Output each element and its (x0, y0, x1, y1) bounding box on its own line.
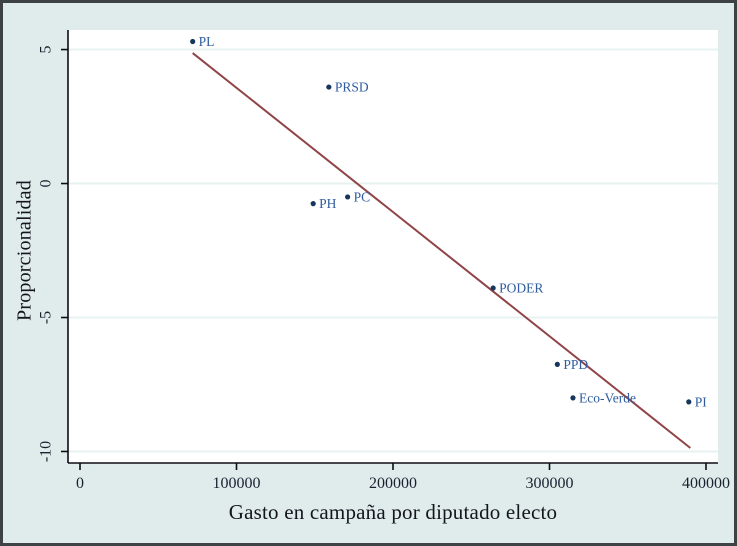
x-tick-label: 400000 (682, 475, 730, 492)
point-label-PODER: PODER (499, 281, 543, 296)
x-tick-label: 0 (76, 475, 84, 492)
data-point-PRSD (326, 84, 332, 90)
data-point-Eco-Verde (570, 395, 576, 401)
point-label-PPD: PPD (563, 357, 588, 372)
point-label-PI: PI (695, 394, 708, 409)
plot-area-background (68, 30, 718, 463)
point-label-PH: PH (319, 196, 337, 211)
y-tick-label: -10 (38, 441, 55, 462)
y-tick-label: 0 (38, 180, 55, 188)
data-point-PPD (554, 361, 560, 367)
data-point-PODER (490, 285, 496, 291)
point-label-PC: PC (354, 189, 371, 204)
point-label-Eco-Verde: Eco-Verde (579, 390, 636, 405)
plot-canvas: 5 0 -5 -10 0 100000 200000 300000 400000 PL PRSD PH… (38, 30, 730, 492)
data-point-PC (345, 194, 351, 200)
data-point-PI (686, 399, 692, 405)
fit-line (192, 52, 691, 449)
point-label-PL: PL (199, 34, 215, 49)
x-tick-label: 300000 (525, 475, 573, 492)
y-tick-label: 5 (38, 46, 55, 54)
x-tick-label: 100000 (213, 475, 261, 492)
data-point-PL (190, 38, 196, 45)
data-point-PH (310, 201, 316, 207)
x-tick-label: 200000 (369, 475, 417, 492)
x-axis-title: Gasto en campaña por diputado electo (228, 500, 558, 524)
y-tick-label: -5 (38, 311, 55, 324)
point-label-PRSD: PRSD (335, 80, 369, 95)
y-axis-title: Proporcionalidad (13, 180, 36, 321)
